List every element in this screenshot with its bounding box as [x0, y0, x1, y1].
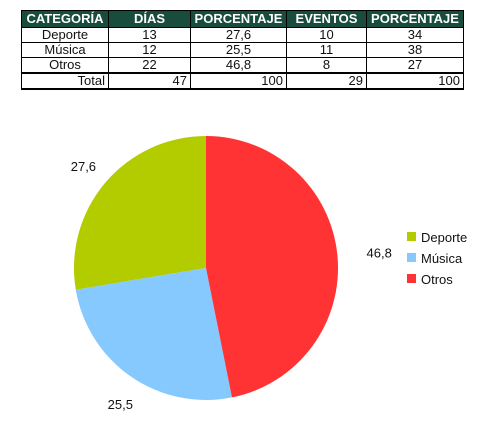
- header-porcentaje-eventos: PORCENTAJE: [366, 10, 464, 28]
- legend-swatch: [407, 274, 416, 283]
- table-cell: 46,8: [190, 57, 287, 74]
- legend-label: Otros: [421, 272, 453, 287]
- table-total-row: Total 47 100 29 100: [21, 72, 464, 90]
- table-cell: 25,5: [190, 42, 287, 58]
- table-row: Deporte 13 27,6 10 34: [21, 27, 464, 43]
- total-eventos: 29: [286, 72, 367, 90]
- pie-data-labels: 27,6 25,5 46,8: [71, 159, 392, 412]
- header-dias: DÍAS: [108, 10, 191, 28]
- table-cell: Música: [21, 42, 109, 58]
- table-row: Música 12 25,5 11 38: [21, 42, 464, 58]
- table-row: Otros 22 46,8 8 27: [21, 57, 464, 74]
- legend-label: Música: [421, 251, 463, 266]
- legend-swatch: [407, 253, 416, 262]
- header-categoria: CATEGORÍA: [21, 10, 109, 28]
- table-cell: 27,6: [190, 27, 287, 43]
- legend-label: Deporte: [421, 230, 467, 245]
- table-cell: 11: [286, 42, 367, 58]
- pie-slice-msica: [75, 268, 232, 401]
- total-dias: 47: [108, 72, 191, 90]
- table-header-row: CATEGORÍA DÍAS PORCENTAJE EVENTOS PORCEN…: [21, 10, 464, 28]
- pie-data-label: 46,8: [367, 245, 392, 260]
- table-cell: 38: [366, 42, 464, 58]
- header-porcentaje-dias: PORCENTAJE: [190, 10, 287, 28]
- total-porcentaje-eventos: 100: [366, 72, 464, 90]
- pie-slice-otros: [206, 136, 339, 398]
- pie-data-label: 25,5: [108, 397, 133, 412]
- legend: Deporte Música Otros: [407, 230, 467, 287]
- pie-slice-deporte: [73, 136, 206, 290]
- pie-slices: [73, 136, 339, 401]
- total-label: Total: [21, 72, 109, 90]
- pie-data-label: 27,6: [71, 159, 96, 174]
- data-table: CATEGORÍA DÍAS PORCENTAJE EVENTOS PORCEN…: [21, 10, 464, 90]
- legend-swatch: [407, 232, 416, 241]
